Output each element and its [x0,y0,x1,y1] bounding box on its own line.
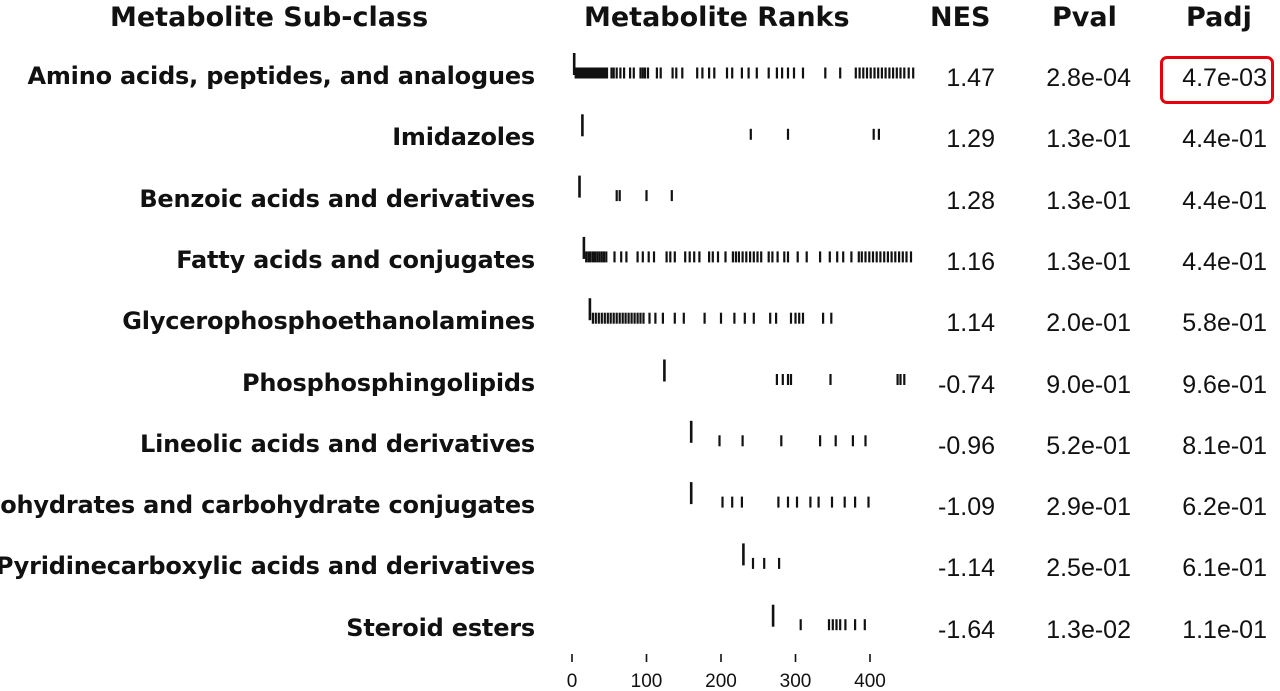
sub-class-label: Benzoic acids and derivatives [139,184,535,213]
padj-value: 4.4e-01 [1182,247,1267,276]
pval-value: 1.3e-02 [1046,615,1131,644]
x-axis-tick-label: 400 [854,671,886,691]
sub-class-label: Pyridinecarboxylic acids and derivatives [0,552,535,581]
x-axis-tick-label: 200 [705,671,737,691]
pval-value: 9.0e-01 [1046,370,1131,399]
pval-value: 1.3e-01 [1046,125,1131,154]
pval-value: 2.5e-01 [1046,554,1131,583]
table-row: Glycerophosphoethanolamines 1.14 2.0e-01 5.… [0,297,1280,358]
padj-value: 9.6e-01 [1182,370,1267,399]
sub-class-label: Imidazoles [392,123,535,152]
nes-value: -1.09 [938,493,995,522]
table-row: Phosphosphingolipids -0.74 9.0e-01 9.6e-01 [0,359,1280,420]
pval-value: 5.2e-01 [1046,431,1131,460]
table-row: Amino acids, peptides, and analogues 1.47… [0,52,1280,113]
padj-value: 4.7e-03 [1182,64,1267,92]
nes-value: -0.96 [938,431,995,460]
nes-value: 1.47 [946,64,995,92]
padj-value: 5.8e-01 [1182,309,1267,338]
pval-value: 2.0e-01 [1046,309,1131,338]
header-padj: Padj [1186,2,1252,33]
table-row: Carbohydrates and carbohydrate conjugate… [0,481,1280,542]
nes-value: -0.74 [938,370,995,399]
padj-value: 8.1e-01 [1182,431,1267,460]
pval-value: 1.3e-01 [1046,247,1131,276]
table-row: Pyridinecarboxylic acids and derivatives… [0,542,1280,603]
x-axis-tick-label: 100 [631,671,663,691]
nes-value: -1.14 [938,554,995,583]
padj-highlight-box [1160,56,1274,104]
sub-class-label: Amino acids, peptides, and analogues [27,62,535,90]
nes-value: -1.64 [938,615,995,644]
sub-class-label: Phosphosphingolipids [241,368,535,397]
table-row: Fatty acids and conjugates 1.16 1.3e-01 4.4… [0,236,1280,297]
padj-value: 6.2e-01 [1182,493,1267,522]
header-ranks: Metabolite Ranks [584,2,850,33]
pval-value: 2.9e-01 [1046,493,1131,522]
sub-class-label: Lineolic acids and derivatives [140,429,535,458]
header-pval: Pval [1052,2,1117,33]
nes-value: 1.16 [946,247,995,276]
sub-class-label: Steroid esters [346,613,535,642]
x-axis-tick-label: 0 [567,671,578,691]
x-axis-tick-label: 300 [780,671,812,691]
padj-value: 4.4e-01 [1182,186,1267,215]
nes-value: 1.28 [946,186,995,215]
sub-class-label: Fatty acids and conjugates [176,245,535,274]
table-row: Steroid esters -1.64 1.3e-02 1.1e-01 [0,604,1280,665]
header-sub-class: Metabolite Sub-class [110,2,429,33]
nes-value: 1.14 [946,309,995,338]
table-row: Lineolic acids and derivatives -0.96 5.2e-… [0,420,1280,481]
padj-value: 1.1e-01 [1182,615,1267,644]
table-row: Imidazoles 1.29 1.3e-01 4.4e-01 [0,113,1280,174]
sub-class-label: Carbohydrates and carbohydrate conjugate… [0,491,535,520]
sub-class-label: Glycerophosphoethanolamines [122,307,535,336]
pval-value: 1.3e-01 [1046,186,1131,215]
nes-value: 1.29 [946,125,995,154]
header-nes: NES [930,2,991,33]
table-row: Benzoic acids and derivatives 1.28 1.3e-01… [0,175,1280,236]
padj-value: 4.4e-01 [1182,125,1267,154]
padj-value: 6.1e-01 [1182,554,1267,583]
pval-value: 2.8e-04 [1046,64,1131,92]
